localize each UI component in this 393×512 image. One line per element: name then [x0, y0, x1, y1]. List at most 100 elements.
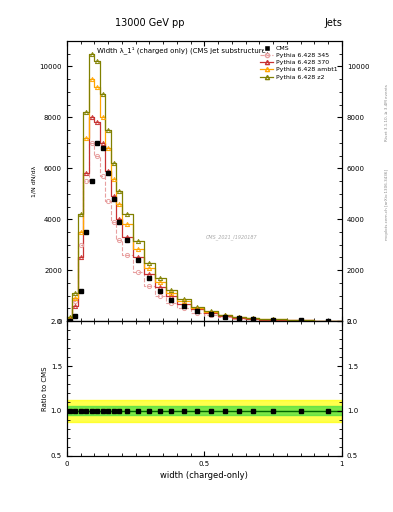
Pythia 6.428 370 [100, 140, 105, 146]
Pythia 6.428 370 [125, 234, 130, 240]
Pythia 6.428 345 [78, 242, 83, 248]
CMS [271, 317, 275, 323]
Pythia 6.428 345 [158, 293, 163, 299]
CMS [78, 288, 83, 294]
CMS [84, 229, 88, 235]
Pythia 6.428 370 [89, 114, 94, 120]
Pythia 6.428 370 [117, 216, 121, 222]
CMS [147, 275, 152, 281]
CMS [111, 196, 116, 202]
Pythia 6.428 370 [73, 303, 77, 309]
Pythia 6.428 370 [78, 254, 83, 261]
Pythia 6.428 z2 [209, 308, 214, 314]
CMS [67, 318, 72, 324]
Pythia 6.428 ambt1 [67, 315, 72, 321]
Pythia 6.428 345 [169, 300, 174, 306]
Pythia 6.428 345 [106, 198, 110, 204]
Text: mcplots.cern.ch [arXiv:1306.3436]: mcplots.cern.ch [arXiv:1306.3436] [385, 169, 389, 240]
Pythia 6.428 370 [147, 271, 152, 277]
CMS [250, 316, 255, 322]
Pythia 6.428 ambt1 [95, 84, 99, 90]
Text: Jets: Jets [324, 18, 342, 28]
Pythia 6.428 ambt1 [182, 298, 186, 304]
Pythia 6.428 z2 [182, 296, 186, 303]
Pythia 6.428 345 [209, 312, 214, 318]
Pythia 6.428 370 [95, 119, 99, 125]
Pythia 6.428 z2 [95, 58, 99, 65]
Pythia 6.428 z2 [84, 109, 88, 115]
Pythia 6.428 ambt1 [78, 229, 83, 235]
Text: Width λ_1¹ (charged only) (CMS jet substructure): Width λ_1¹ (charged only) (CMS jet subst… [97, 47, 268, 54]
Pythia 6.428 z2 [125, 211, 130, 217]
Pythia 6.428 z2 [106, 127, 110, 133]
Pythia 6.428 ambt1 [209, 309, 214, 315]
Bar [67, 407, 342, 415]
CMS [136, 257, 141, 263]
Pythia 6.428 370 [158, 284, 163, 290]
CMS [89, 178, 94, 184]
Pythia 6.428 ambt1 [84, 135, 88, 141]
Pythia 6.428 370 [298, 317, 303, 324]
Pythia 6.428 ambt1 [111, 176, 116, 182]
Pythia 6.428 ambt1 [222, 312, 227, 318]
Pythia 6.428 z2 [271, 316, 275, 322]
Pythia 6.428 z2 [250, 315, 255, 321]
CMS [298, 317, 303, 324]
Pythia 6.428 345 [89, 140, 94, 146]
Pythia 6.428 345 [271, 317, 275, 323]
Pythia 6.428 370 [209, 310, 214, 316]
Pythia 6.428 ambt1 [117, 201, 121, 207]
Pythia 6.428 z2 [73, 290, 77, 296]
Pythia 6.428 345 [147, 283, 152, 289]
Pythia 6.428 345 [67, 317, 72, 323]
Pythia 6.428 z2 [67, 314, 72, 320]
Pythia 6.428 ambt1 [158, 279, 163, 285]
Pythia 6.428 370 [326, 318, 331, 324]
CMS [237, 315, 241, 321]
Line: Pythia 6.428 370: Pythia 6.428 370 [68, 115, 330, 323]
CMS [73, 313, 77, 319]
Pythia 6.428 ambt1 [169, 290, 174, 296]
Text: CMS_2021_I1920187: CMS_2021_I1920187 [206, 234, 258, 240]
CMS [222, 313, 227, 319]
CMS [95, 140, 99, 146]
Pythia 6.428 ambt1 [125, 221, 130, 227]
Pythia 6.428 345 [222, 314, 227, 321]
Pythia 6.428 ambt1 [298, 317, 303, 324]
Y-axis label: 1/N dN/dλ: 1/N dN/dλ [32, 165, 37, 197]
CMS [169, 296, 174, 303]
Pythia 6.428 z2 [111, 160, 116, 166]
Pythia 6.428 z2 [222, 311, 227, 317]
Pythia 6.428 z2 [237, 314, 241, 320]
Pythia 6.428 370 [271, 316, 275, 323]
CMS [158, 288, 163, 294]
Pythia 6.428 ambt1 [195, 305, 200, 311]
Pythia 6.428 370 [136, 254, 141, 261]
Pythia 6.428 ambt1 [326, 318, 331, 324]
Pythia 6.428 z2 [100, 91, 105, 97]
CMS [195, 308, 200, 314]
Bar [67, 400, 342, 421]
Pythia 6.428 z2 [169, 287, 174, 293]
Pythia 6.428 345 [182, 305, 186, 311]
Pythia 6.428 ambt1 [73, 295, 77, 302]
Pythia 6.428 ambt1 [237, 314, 241, 320]
Line: Pythia 6.428 345: Pythia 6.428 345 [68, 141, 330, 323]
CMS [106, 170, 110, 177]
CMS [326, 318, 331, 324]
Pythia 6.428 345 [73, 297, 77, 304]
Pythia 6.428 370 [237, 314, 241, 321]
Pythia 6.428 345 [125, 252, 130, 258]
X-axis label: width (charged-only): width (charged-only) [160, 471, 248, 480]
Pythia 6.428 370 [222, 313, 227, 319]
Line: Pythia 6.428 z2: Pythia 6.428 z2 [68, 52, 330, 323]
Pythia 6.428 370 [250, 315, 255, 322]
Pythia 6.428 345 [95, 153, 99, 159]
Pythia 6.428 z2 [89, 51, 94, 57]
Pythia 6.428 ambt1 [136, 245, 141, 251]
Legend: CMS, Pythia 6.428 345, Pythia 6.428 370, Pythia 6.428 ambt1, Pythia 6.428 z2: CMS, Pythia 6.428 345, Pythia 6.428 370,… [259, 44, 339, 81]
Pythia 6.428 345 [100, 173, 105, 179]
Pythia 6.428 z2 [326, 318, 331, 324]
Pythia 6.428 ambt1 [100, 114, 105, 120]
Pythia 6.428 370 [106, 168, 110, 174]
